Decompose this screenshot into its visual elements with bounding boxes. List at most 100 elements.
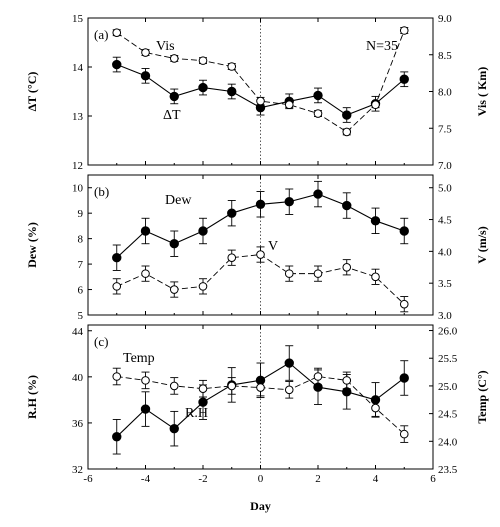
data-point xyxy=(112,372,122,381)
y-left-tick-label: 14 xyxy=(72,62,84,74)
panel-1: 12 13 14 15 7.0 7.5 8.0 8.5 9.0 ΔT (°C) Vis ( Km) (… xyxy=(25,13,489,172)
y-left-tick-label: 10 xyxy=(72,183,84,195)
data-point xyxy=(112,59,122,70)
y-right-tick-label: 24.0 xyxy=(438,436,458,448)
x-tick-label: -2 xyxy=(198,473,207,485)
data-point xyxy=(169,54,179,63)
y-left-axis-title: ΔT (°C) xyxy=(25,72,39,112)
data-point xyxy=(112,432,122,442)
y-right-tick-label: 25.0 xyxy=(438,381,458,393)
series-v xyxy=(112,246,409,313)
panel-label: (a) xyxy=(94,27,108,42)
y-right-tick-label: 3.5 xyxy=(438,278,452,290)
data-point xyxy=(399,226,409,236)
x-tick-label: 0 xyxy=(258,473,264,485)
series-vis xyxy=(112,26,409,137)
annotation: Temp xyxy=(123,351,155,366)
data-point xyxy=(141,269,150,278)
y-right-tick-label: 4.5 xyxy=(438,215,452,227)
y-right-axis-title: V (m/s) xyxy=(475,226,489,263)
data-point xyxy=(399,74,409,84)
y-right-tick-label: 8.5 xyxy=(438,50,452,62)
y-left-tick-label: 9 xyxy=(78,208,84,220)
y-right-tick-label: 3.0 xyxy=(438,310,452,322)
panel-3: -6 -4 -2 0 2 4 6 32 36 40 44 23.5 24.0 24.5 25.0 25.5 26… xyxy=(25,324,489,485)
data-point xyxy=(198,82,208,93)
annotation: V xyxy=(268,239,278,254)
data-point xyxy=(227,62,237,71)
data-point xyxy=(256,96,265,106)
y-right-tick-label: 5.0 xyxy=(438,183,452,195)
y-right-tick-label: 25.5 xyxy=(438,353,458,365)
y-left-axis-title: Dew (%) xyxy=(25,222,39,268)
data-point xyxy=(198,384,208,393)
x-axis-title: Day xyxy=(250,499,271,513)
data-point xyxy=(284,100,294,110)
annotation: Dew xyxy=(165,193,192,208)
data-point xyxy=(399,429,409,439)
x-tick-label: -6 xyxy=(83,473,93,485)
panel-label: (b) xyxy=(94,184,109,199)
y-right-axis-title: Vis ( Km) xyxy=(475,67,489,117)
data-point xyxy=(284,197,294,207)
data-point xyxy=(342,262,352,272)
y-left-tick-label: 6 xyxy=(78,285,84,297)
data-point xyxy=(112,253,122,263)
data-point xyxy=(140,404,151,414)
data-point xyxy=(198,397,208,407)
y-left-tick-label: 44 xyxy=(72,326,84,338)
x-tick-label: -4 xyxy=(141,473,151,485)
data-point xyxy=(342,376,352,385)
y-left-axis-title: R.H (%) xyxy=(25,375,39,419)
y-left-tick-label: 13 xyxy=(72,111,84,123)
x-tick-label: 2 xyxy=(315,473,321,485)
y-left-tick-label: 32 xyxy=(72,464,83,476)
annotation: ΔT xyxy=(163,108,181,123)
data-point xyxy=(227,253,237,263)
data-point xyxy=(313,189,323,199)
data-point xyxy=(140,71,151,81)
y-left-tick-label: 40 xyxy=(72,372,84,384)
y-left-tick-label: 8 xyxy=(78,234,84,246)
y-right-tick-label: 23.5 xyxy=(438,464,458,476)
data-point xyxy=(399,299,409,309)
annotation: R.H xyxy=(185,406,208,421)
panel-label: (c) xyxy=(94,334,108,349)
data-point xyxy=(313,372,323,381)
panel-2: 5 6 7 8 9 10 3.0 3.5 4.0 4.5 5.0 Dew (%) V (m/s) (b) xyxy=(25,174,489,322)
x-tick-label: 6 xyxy=(430,473,436,485)
data-point xyxy=(371,100,380,110)
data-point xyxy=(169,91,179,102)
data-point xyxy=(112,282,122,291)
data-point xyxy=(371,272,380,282)
data-point xyxy=(313,269,323,278)
data-point xyxy=(141,48,150,57)
data-point xyxy=(169,239,179,249)
y-right-tick-label: 24.5 xyxy=(438,409,458,421)
data-point xyxy=(169,381,179,391)
data-point xyxy=(342,110,352,120)
data-point xyxy=(399,373,409,383)
data-point xyxy=(399,26,409,35)
data-point xyxy=(370,216,381,226)
y-right-tick-label: 4.0 xyxy=(438,246,452,258)
data-point xyxy=(313,109,323,118)
data-point xyxy=(256,250,265,259)
data-point xyxy=(198,226,208,236)
data-point xyxy=(141,376,150,385)
y-left-tick-label: 12 xyxy=(72,160,83,172)
data-point xyxy=(371,403,380,413)
data-point xyxy=(140,226,151,236)
y-right-axis-title: Temp (C°) xyxy=(475,370,489,423)
data-point xyxy=(313,90,323,101)
annotation: N=35 xyxy=(366,39,398,54)
data-point xyxy=(198,282,208,291)
annotation: Vis xyxy=(156,39,175,54)
data-point xyxy=(112,28,122,38)
y-right-tick-label: 9.0 xyxy=(438,13,452,25)
data-point xyxy=(169,423,179,434)
y-left-tick-label: 7 xyxy=(78,259,84,271)
data-point xyxy=(284,358,294,368)
data-point xyxy=(284,269,294,278)
